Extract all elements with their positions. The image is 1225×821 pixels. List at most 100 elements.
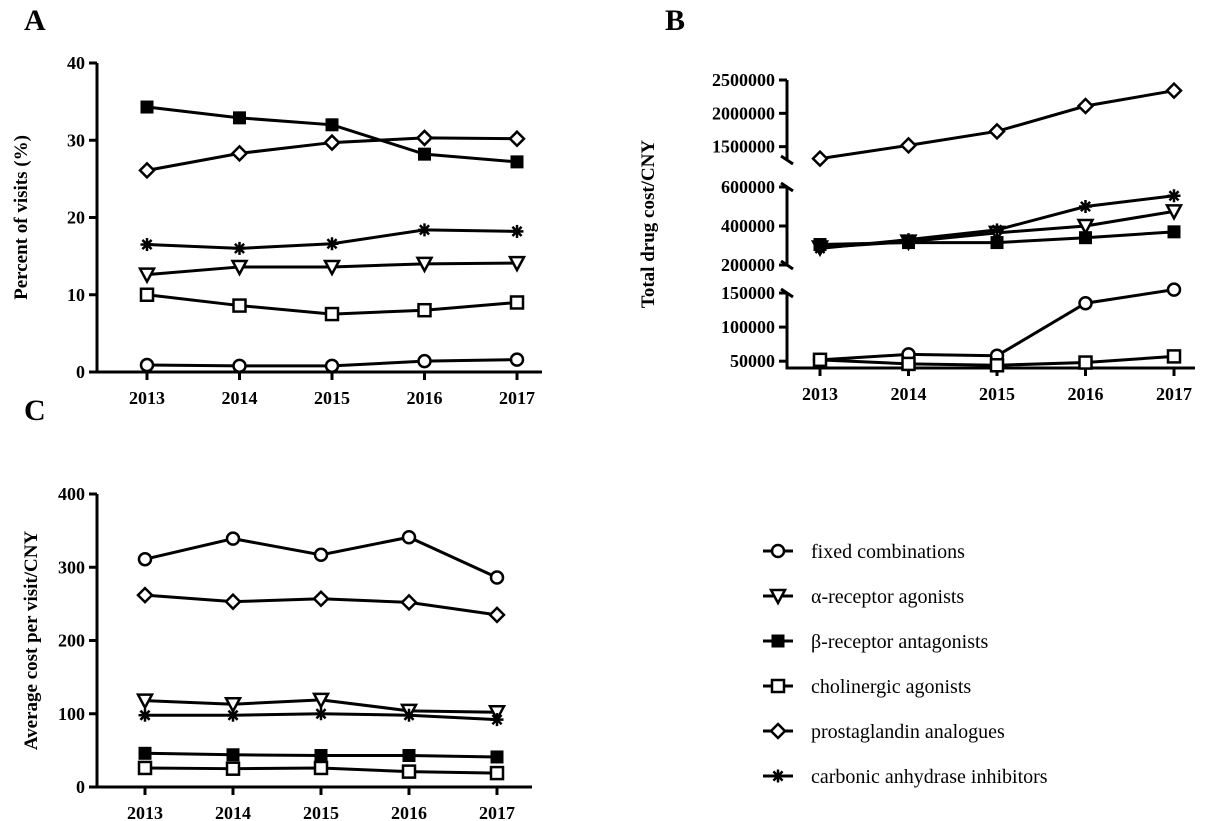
y-tick-label-600000: 600000 xyxy=(721,177,775,197)
x-tick-label-2017: 2017 xyxy=(479,803,515,821)
panel-letter: A xyxy=(24,4,46,37)
series-cholinergic-agonists xyxy=(139,287,525,322)
series-carbonic-anhydrase-inhibitors-point-1 xyxy=(233,241,246,255)
legend-label: α-receptor agonists xyxy=(811,586,964,608)
series-receptor-antagonists-point-3 xyxy=(1079,231,1092,245)
series-fixed-combinations-point-4 xyxy=(509,352,525,367)
series-cholinergic-agonists-point-2 xyxy=(989,358,1005,373)
y-tick-label-2500000: 2500000 xyxy=(712,70,775,90)
series-carbonic-anhydrase-inhibitors-point-1 xyxy=(226,708,240,722)
series-receptor-agonists-point-3 xyxy=(1076,218,1095,236)
legend-marker xyxy=(771,769,785,783)
series-carbonic-anhydrase-inhibitors-point-4 xyxy=(1167,189,1181,203)
y-axis-title: Percent of visits (%) xyxy=(11,135,32,300)
legend-label: fixed combinations xyxy=(811,541,965,563)
series-fixed-combinations-point-3 xyxy=(417,353,432,369)
series-prostaglandin-analogues-point-3 xyxy=(415,129,434,147)
series-receptor-agonists-point-4 xyxy=(1164,204,1184,222)
series-prostaglandin-analogues xyxy=(136,586,506,624)
series-receptor-agonists-point-1 xyxy=(223,696,243,714)
series-prostaglandin-analogues xyxy=(138,129,526,180)
legend-item-carbonic-anhydrase-inhibitors: carbonic anhydrase inhibitors xyxy=(763,766,1048,788)
series-prostaglandin-analogues-point-2 xyxy=(312,589,330,608)
series-receptor-antagonists-point-2 xyxy=(325,118,339,132)
series-receptor-antagonists-point-4 xyxy=(510,155,524,169)
legend-label: cholinergic agonists xyxy=(811,676,971,698)
y-tick-label-150000: 150000 xyxy=(721,283,775,303)
series-receptor-agonists-point-2 xyxy=(322,259,342,277)
legend-item-cholinergic-agonists: cholinergic agonists xyxy=(763,676,971,698)
series-carbonic-anhydrase-inhibitors-point-2 xyxy=(325,237,339,251)
series-fixed-combinations-point-3 xyxy=(1078,295,1093,311)
y-axis-title: Total drug cost/CNY xyxy=(638,140,659,308)
series-cholinergic-agonists-point-0 xyxy=(139,287,155,302)
series-fixed-combinations-point-4 xyxy=(1166,282,1182,297)
series-carbonic-anhydrase-inhibitors-point-1 xyxy=(902,233,915,247)
series-cholinergic-agonists xyxy=(812,349,1182,373)
series-fixed-combinations-point-2 xyxy=(313,547,329,563)
y-tick-label-400: 400 xyxy=(58,484,85,504)
x-tick-label-2013: 2013 xyxy=(802,384,838,404)
series-prostaglandin-analogues-point-0 xyxy=(138,161,156,180)
series-fixed-combinations-point-2 xyxy=(324,358,340,374)
series-receptor-antagonists-point-0 xyxy=(140,100,154,114)
series-carbonic-anhydrase-inhibitors-point-3 xyxy=(418,223,431,237)
x-tick-label-2017: 2017 xyxy=(1156,384,1192,404)
series-fixed-combinations-point-0 xyxy=(137,551,153,567)
series-receptor-agonists-point-2 xyxy=(311,692,331,710)
series-receptor-antagonists xyxy=(138,746,504,764)
legend-label: β-receptor antagonists xyxy=(811,631,989,653)
x-tick-label-2014: 2014 xyxy=(222,388,258,408)
series-receptor-agonists xyxy=(137,255,527,285)
series-fixed-combinations-point-1 xyxy=(232,358,247,374)
series-prostaglandin-analogues-point-2 xyxy=(988,122,1006,141)
series-prostaglandin-analogues-point-1 xyxy=(899,136,918,155)
series-carbonic-anhydrase-inhibitors-point-4 xyxy=(490,713,504,727)
panel-letter: C xyxy=(24,394,46,427)
legend-label: prostaglandin analogues xyxy=(811,721,1005,743)
series-carbonic-anhydrase-inhibitors xyxy=(138,707,504,727)
series-carbonic-anhydrase-inhibitors-point-0 xyxy=(813,241,827,255)
series-fixed-combinations-point-4 xyxy=(489,570,505,585)
series-receptor-antagonists-point-4 xyxy=(490,750,504,764)
series-receptor-antagonists-point-1 xyxy=(233,111,246,125)
series-receptor-antagonists-point-3 xyxy=(402,749,416,763)
series-prostaglandin-analogues xyxy=(811,81,1183,168)
series-receptor-antagonists xyxy=(140,100,524,169)
x-tick-label-2015: 2015 xyxy=(979,384,1015,404)
panel-a: A 0 10 20 30 40 2013 2014 2015 2016 2017 Percent of… xyxy=(11,4,542,408)
series-prostaglandin-analogues-point-0 xyxy=(136,586,154,604)
y-tick-label-30: 30 xyxy=(67,130,85,150)
series-receptor-antagonists-point-1 xyxy=(226,748,240,762)
series-receptor-antagonists-point-3 xyxy=(418,147,431,161)
series-cholinergic-agonists-point-3 xyxy=(401,764,417,779)
series-prostaglandin-analogues-point-4 xyxy=(488,606,506,624)
legend-item-prostaglandin-analogues: prostaglandin analogues xyxy=(763,721,1005,743)
series-cholinergic-agonists-point-1 xyxy=(225,761,241,776)
x-tick-label-2016: 2016 xyxy=(391,803,427,821)
series-fixed-combinations-point-1 xyxy=(225,531,241,546)
series-receptor-agonists-point-4 xyxy=(487,705,507,722)
series-cholinergic-agonists-point-2 xyxy=(313,760,329,776)
x-tick-label-2013: 2013 xyxy=(127,803,163,821)
series-prostaglandin-analogues-point-4 xyxy=(508,129,526,148)
series-receptor-agonists-point-3 xyxy=(415,256,434,274)
series-cholinergic-agonists-point-4 xyxy=(509,295,525,310)
series-carbonic-anhydrase-inhibitors-point-3 xyxy=(1079,200,1092,213)
y-tick-label-100: 100 xyxy=(58,704,85,724)
series-carbonic-anhydrase-inhibitors-point-2 xyxy=(314,707,328,721)
series-carbonic-anhydrase-inhibitors-point-3 xyxy=(402,708,416,722)
x-tick-label-2016: 2016 xyxy=(407,388,443,408)
series-cholinergic-agonists-point-4 xyxy=(1166,349,1182,364)
series-carbonic-anhydrase-inhibitors-point-0 xyxy=(138,708,152,722)
y-axis-title: Average cost per visit/CNY xyxy=(21,531,42,751)
series-fixed-combinations-point-3 xyxy=(401,529,417,545)
x-tick-label-2016: 2016 xyxy=(1068,384,1104,404)
series-receptor-antagonists-point-2 xyxy=(314,749,328,763)
series-carbonic-anhydrase-inhibitors-point-0 xyxy=(140,238,154,252)
x-tick-label-2015: 2015 xyxy=(314,388,350,408)
legend-marker xyxy=(770,678,786,694)
y-tick-label-40: 40 xyxy=(67,53,85,73)
series-cholinergic-agonists-point-2 xyxy=(324,306,340,322)
series-receptor-agonists-point-0 xyxy=(135,693,155,711)
